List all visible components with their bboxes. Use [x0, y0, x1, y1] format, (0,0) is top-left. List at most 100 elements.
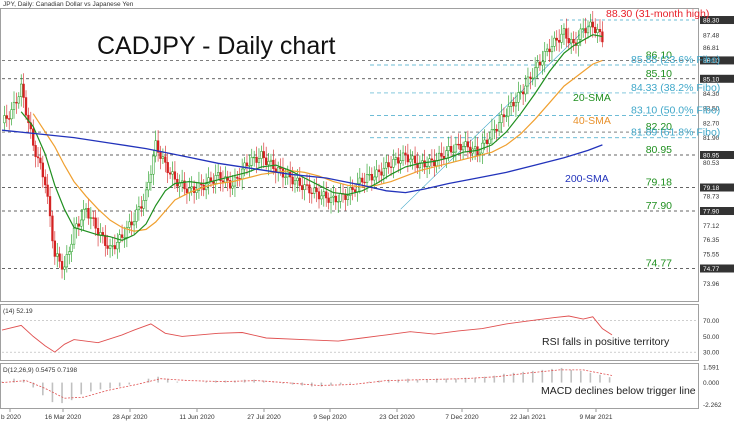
candle-body-52	[125, 227, 129, 238]
candle-body-171	[411, 155, 414, 160]
candle-33	[80, 209, 83, 232]
candle-body-172	[413, 155, 417, 164]
candle-body-236	[567, 38, 570, 44]
candle-body-80	[192, 186, 196, 193]
candle-217	[521, 84, 525, 105]
candle-242	[582, 18, 585, 38]
price-tick-6: 83.50	[703, 106, 720, 113]
candle-58	[140, 196, 143, 217]
price-tick-10: 80.53	[703, 160, 720, 167]
candle-153	[368, 166, 371, 181]
candle-body-223	[536, 61, 539, 69]
candle-52	[125, 220, 129, 248]
candle-144	[346, 186, 349, 206]
candle-body-138	[332, 195, 335, 198]
candle-6	[15, 92, 18, 114]
candle-136	[327, 192, 330, 210]
level-label-0: 86.10	[646, 49, 672, 61]
price-panel-frame	[0, 8, 699, 302]
candle-201	[483, 129, 486, 151]
candle-72	[173, 161, 177, 189]
candle-205	[493, 119, 496, 140]
candle-body-154	[370, 174, 373, 181]
candle-55	[132, 212, 136, 234]
candle-122	[293, 175, 297, 193]
candle-body-146	[351, 187, 354, 190]
candle-body-182	[437, 152, 441, 161]
candle-162	[389, 156, 393, 177]
rsi-header: (14) 52.19	[3, 308, 33, 315]
candle-38	[92, 210, 95, 227]
candle-body-15	[36, 156, 40, 159]
candle-body-50	[120, 234, 124, 238]
candle-body-243	[584, 28, 587, 34]
candle-body-37	[89, 217, 93, 219]
candle-body-10	[24, 97, 28, 116]
candle-body-1	[3, 115, 6, 124]
chart-title: CADJPY - Daily chart	[97, 32, 336, 60]
candle-body-65	[156, 140, 160, 153]
candle-225	[541, 50, 544, 75]
candle-body-141	[339, 193, 342, 202]
candle-body-135	[325, 191, 328, 199]
candle-24	[58, 246, 61, 268]
price-tick-bg-11	[700, 183, 734, 192]
price-tick-17: 74.77	[703, 266, 720, 273]
candle-113	[272, 149, 275, 175]
candle-body-129	[310, 192, 313, 195]
candle-body-29	[70, 243, 73, 252]
candle-3	[8, 111, 11, 130]
candle-7	[17, 92, 20, 109]
candle-body-4	[10, 109, 13, 120]
candle-body-20	[48, 196, 52, 217]
candle-127	[305, 174, 309, 191]
candle-28	[68, 246, 71, 265]
candle-body-152	[365, 174, 369, 183]
candle-body-33	[80, 219, 83, 227]
candle-body-140	[337, 201, 340, 203]
candle-body-6	[15, 101, 18, 104]
candle-body-168	[404, 152, 407, 155]
candle-body-180	[433, 159, 436, 167]
sma200-label: 200-SMA	[565, 173, 609, 185]
candle-134	[322, 181, 325, 207]
candle-body-133	[320, 195, 323, 200]
candle-168	[404, 145, 407, 165]
candle-132	[317, 183, 321, 209]
candle-body-241	[579, 28, 582, 40]
candle-27	[65, 245, 68, 273]
level-label-3: 80.95	[646, 144, 672, 156]
candle-17	[41, 155, 44, 188]
candle-177	[425, 156, 429, 179]
price-tick-2: 86.81	[703, 45, 720, 52]
candle-223	[536, 55, 539, 79]
candle-body-164	[394, 157, 398, 160]
candle-164	[394, 152, 398, 166]
candle-body-113	[272, 159, 275, 169]
candle-19	[46, 174, 49, 205]
candle-176	[423, 149, 426, 175]
candle-212	[509, 92, 513, 116]
candle-224	[538, 54, 542, 72]
candle-34	[82, 199, 85, 231]
price-tick-16: 75.55	[703, 252, 720, 259]
price-tick-18: 73.96	[703, 281, 720, 288]
candle-248	[596, 23, 599, 43]
candle-123	[296, 169, 299, 192]
price-tick-9: 80.95	[703, 153, 720, 160]
candle-body-242	[582, 28, 585, 30]
candle-body-124	[298, 177, 301, 186]
candle-body-32	[77, 223, 81, 227]
candle-203	[488, 131, 491, 155]
candle-body-18	[44, 176, 47, 186]
candle-220	[529, 71, 532, 90]
candle-180	[433, 149, 436, 177]
candle-64	[154, 130, 157, 163]
candle-body-103	[248, 165, 251, 167]
candle-65	[156, 130, 160, 162]
candle-body-165	[397, 157, 400, 164]
candle-body-179	[430, 158, 434, 161]
candle-206	[495, 124, 498, 142]
candle-145	[349, 176, 352, 206]
candle-body-111	[267, 161, 270, 166]
